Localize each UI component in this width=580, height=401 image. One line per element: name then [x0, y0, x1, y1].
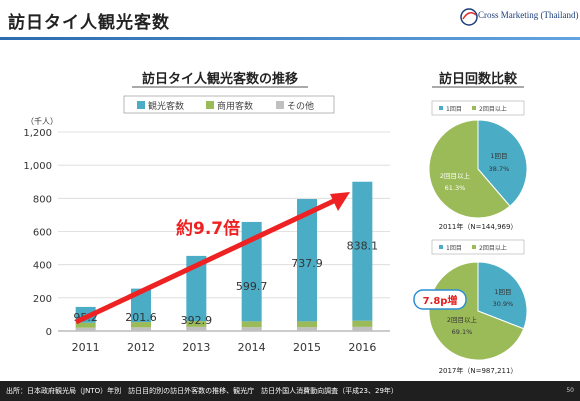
page-title: 訪日タイ人観光客数 — [8, 13, 170, 33]
bar-legend: 観光客数 商用客数 その他 — [123, 95, 335, 114]
bar-other — [241, 327, 262, 331]
bar-other — [352, 326, 373, 331]
legend-label-business: 商用客数 — [217, 100, 253, 112]
pie2-legend-repeat: 2回目以上 — [479, 244, 507, 252]
bar-business — [131, 322, 151, 328]
bar-grid: 0 200 400 600 800 1,000 1,200 — [23, 128, 390, 338]
pie1-label-repeat-name: 2回目以上 — [440, 171, 471, 180]
bar-business — [186, 321, 207, 327]
x-tick-label: 2012 — [127, 341, 155, 354]
bar-data-label: 599.7 — [236, 280, 268, 293]
pie1-legend-first: 1回目 — [446, 106, 462, 113]
bar-tourism — [241, 221, 262, 322]
pie1-caption: 2011年（N=144,969） — [439, 222, 518, 231]
bar-business — [297, 321, 317, 328]
bar-tourism — [186, 255, 207, 322]
bar-other — [186, 326, 207, 331]
pie2-legend-box — [431, 239, 525, 255]
footer: 出所：日本政府観光局（JNTO）年別 訪日目的別の訪日外客数の推移、観光庁 訪日… — [0, 381, 580, 401]
header-divider — [0, 37, 580, 40]
bar-data-label: 838.1 — [347, 240, 379, 253]
growth-annotation: 約9.7倍 — [176, 218, 240, 239]
x-tick-label: 2011 — [72, 341, 100, 354]
pie1-legend-swatch-first — [439, 106, 443, 110]
pie2-legend-swatch-repeat — [472, 245, 476, 249]
pie2-slices — [428, 261, 528, 361]
pie1-label-first-name: 1回目 — [490, 152, 507, 160]
increase-callout-text: 7.8p増 — [423, 294, 458, 307]
pie2-legend-swatch-first — [439, 245, 443, 249]
y-tick-label: 200 — [33, 294, 52, 305]
pie2-caption: 2017年（N=987,211） — [439, 366, 518, 375]
y-tick-label: 400 — [33, 261, 52, 272]
logo-text: Cross Marketing (Thailand) — [478, 10, 579, 20]
pie-slice-repeat — [428, 261, 525, 361]
chart-area: 訪日タイ人観光客数の推移 観光客数 商用客数 その他 （千人） 0 200 400 6… — [23, 71, 528, 375]
x-tick-label: 2013 — [182, 341, 210, 354]
header: 訪日タイ人観光客数 Cross Marketing (Thailand) — [0, 0, 580, 40]
pie-slice-first — [477, 119, 528, 207]
pie1-legend-swatch-repeat — [472, 106, 476, 110]
pie-slice-first — [477, 261, 528, 330]
bar-other — [75, 327, 96, 331]
y-tick-label: 1,200 — [23, 128, 52, 139]
legend-label-other: その他 — [287, 100, 314, 112]
y-tick-label: 800 — [33, 194, 52, 205]
bar-business — [352, 320, 373, 327]
y-tick-label: 1,000 — [23, 161, 52, 172]
bar-business — [241, 321, 262, 328]
cross-marketing-logo-icon — [460, 8, 478, 26]
bar-data-label: 392.9 — [181, 314, 213, 327]
bar-data-label: 201.6 — [125, 311, 157, 324]
pie1-label-first-value: 38.7% — [489, 165, 510, 173]
x-tick-label: 2015 — [293, 341, 321, 354]
bar-other — [297, 327, 317, 331]
bar-data-label: 737.9 — [291, 257, 323, 270]
growth-arrow — [74, 196, 340, 325]
bar-tourism — [352, 181, 373, 321]
y-axis-unit: （千人） — [26, 116, 58, 126]
legend-swatch-other — [276, 101, 284, 109]
bar-tourism — [131, 288, 151, 323]
legend-swatch-tourism — [137, 101, 145, 109]
pie2-label-first-value: 30.9% — [493, 300, 514, 308]
bar-other — [131, 327, 151, 331]
x-tick-label: 2016 — [348, 341, 376, 354]
pie1-legend-repeat: 2回目以上 — [479, 105, 507, 113]
pie1-slices — [428, 119, 528, 219]
bar-tourism — [297, 199, 317, 322]
legend-swatch-business — [206, 101, 214, 109]
y-tick-label: 0 — [46, 327, 52, 338]
pie1-legend-box — [431, 100, 525, 116]
x-tick-label: 2014 — [238, 341, 266, 354]
legend-label-tourism: 観光客数 — [148, 100, 184, 112]
growth-arrow-head-icon — [330, 192, 350, 211]
increase-callout — [413, 289, 467, 310]
page-number: 50 — [566, 387, 574, 394]
pie2-legend-first: 1回目 — [446, 245, 462, 252]
bar-business — [75, 322, 96, 328]
pie-2011: 1回目 2回目以上 1回目 38.7% 2回目以上 61.3% 2011年（N=… — [428, 100, 528, 231]
y-tick-label: 600 — [33, 228, 52, 239]
pie2-label-repeat-value: 69.1% — [452, 328, 473, 336]
pie1-label-repeat-value: 61.3% — [445, 184, 466, 192]
bar-chart-title: 訪日タイ人観光客数の推移 — [142, 71, 298, 87]
x-axis-labels: 2011 2012 2013 2014 2015 2016 — [72, 341, 377, 354]
pie-section-title: 訪日回数比較 — [439, 71, 518, 87]
pie-slice-repeat — [428, 119, 511, 219]
pie2-label-first-name: 1回目 — [494, 288, 511, 296]
pie2-label-repeat-name: 2回目以上 — [447, 315, 478, 324]
footer-source: 出所：日本政府観光局（JNTO）年別 訪日目的別の訪日外客数の推移、観光庁 訪日… — [6, 387, 398, 395]
pie-2017: 1回目 2回目以上 1回目 30.9% 2回目以上 69.1% 2017年（N=… — [428, 239, 528, 375]
